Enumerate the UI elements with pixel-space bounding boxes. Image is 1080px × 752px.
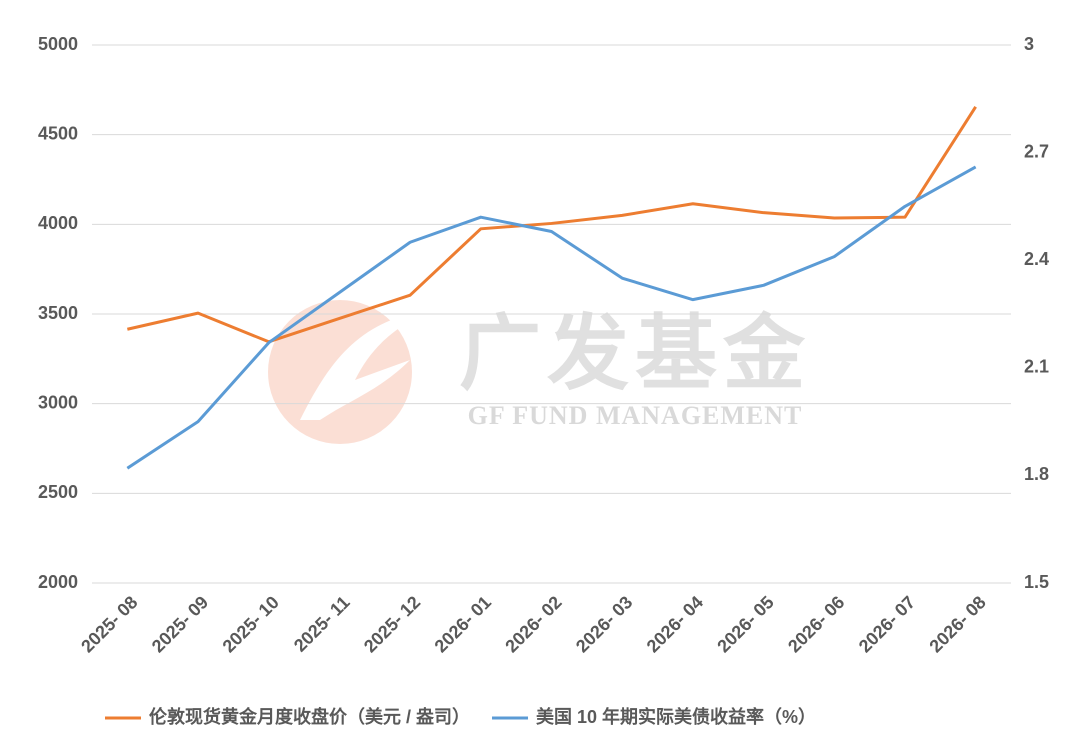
legend-label: 美国 10 年期实际美债收益率（%） [536, 706, 816, 727]
x-tick-label: 2026- 06 [784, 592, 848, 656]
y2-tick-label: 1.5 [1024, 572, 1049, 592]
y-tick-label: 4000 [38, 213, 78, 233]
x-tick-label: 2026- 08 [925, 592, 989, 656]
x-tick-label: 2026- 01 [431, 592, 495, 656]
y2-tick-label: 1.8 [1024, 464, 1049, 484]
watermark-title: 广发基金 [459, 309, 811, 400]
y-tick-label: 5000 [38, 34, 78, 54]
y2-tick-label: 2.4 [1024, 249, 1049, 269]
x-tick-label: 2025- 12 [360, 592, 424, 656]
y-tick-label: 2500 [38, 482, 78, 502]
x-tick-label: 2025- 08 [77, 592, 141, 656]
y-tick-label: 4500 [38, 123, 78, 143]
y-tick-label: 2000 [38, 572, 78, 592]
legend-label: 伦敦现货黄金月度收盘价（美元 / 盎司） [149, 706, 470, 727]
series-line [126, 165, 977, 470]
y-tick-label: 3500 [38, 303, 78, 323]
x-tick-label: 2025- 11 [290, 592, 354, 656]
x-tick-label: 2026- 03 [572, 592, 636, 656]
x-tick-label: 2026- 04 [643, 592, 707, 656]
x-tick-label: 2026- 02 [501, 592, 565, 656]
x-tick-label: 2025- 10 [219, 592, 283, 656]
x-tick-label: 2026- 05 [713, 592, 777, 656]
watermark-logo [268, 300, 430, 444]
y2-tick-label: 2.1 [1024, 357, 1049, 377]
y2-tick-label: 2.7 [1024, 141, 1049, 161]
y-tick-label: 3000 [38, 392, 78, 412]
x-tick-label: 2025- 09 [148, 592, 212, 656]
x-tick-label: 2026- 07 [855, 592, 919, 656]
y2-tick-label: 3 [1024, 34, 1034, 54]
watermark-subtitle: GF FUND MANAGEMENT [468, 401, 803, 430]
